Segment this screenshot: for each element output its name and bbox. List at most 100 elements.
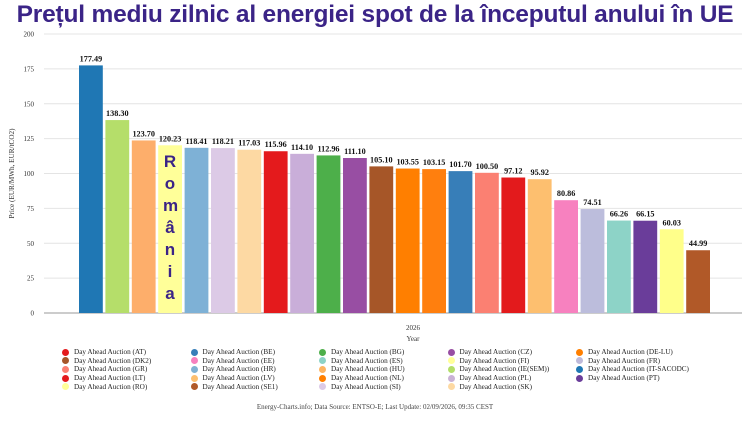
legend-marker [447, 357, 455, 365]
bar-value-label: 177.49 [80, 54, 103, 63]
legend-item[interactable]: Day Ahead Auction (LV) [190, 374, 320, 383]
annotation-letter: m [163, 196, 179, 215]
legend-item[interactable]: Day Ahead Auction (ES) [319, 357, 448, 366]
legend-marker [447, 365, 455, 373]
bar [659, 229, 684, 313]
legend-marker [576, 374, 583, 382]
bar [686, 250, 710, 313]
legend-marker [447, 348, 455, 356]
y-tick-label: 175 [24, 65, 35, 73]
bar [395, 168, 420, 313]
legend-label: Day Ahead Auction (ES) [331, 356, 403, 365]
y-tick-label: 0 [31, 310, 35, 318]
legend-item[interactable]: Day Ahead Auction (GR) [62, 365, 191, 374]
legend-item[interactable]: Day Ahead Auction (SK) [447, 382, 577, 391]
legend-label: Day Ahead Auction (IT-SACODC) [588, 365, 689, 374]
bar-chart: 0 25 50 75 100 125 150 175 200 Price (EUR/MWh, EU… [8, 31, 742, 343]
bar-value-label: 112.96 [317, 144, 339, 153]
annotation-letter: R [163, 152, 177, 171]
legend-marker [576, 365, 583, 373]
legend-item[interactable]: Day Ahead Auction (NL) [319, 374, 448, 383]
bar [607, 220, 631, 313]
bar [211, 148, 235, 313]
legend-marker [190, 348, 198, 356]
legend-label: Day Ahead Auction (LT) [74, 374, 146, 383]
legend-label: Day Ahead Auction (IE(SEM)) [459, 365, 550, 374]
legend-marker [447, 383, 455, 391]
bar [237, 149, 262, 313]
legend-label: Day Ahead Auction (HR) [202, 365, 276, 374]
bar-value-label: 95.92 [530, 168, 548, 177]
bar [475, 172, 499, 313]
legend-label: Day Ahead Auction (EE) [202, 356, 275, 365]
legend-item[interactable]: Day Ahead Auction (BE) [190, 348, 320, 357]
legend-item[interactable]: Day Ahead Auction (FR) [576, 357, 705, 366]
bar [554, 200, 578, 313]
legend-marker [319, 348, 326, 356]
legend-item[interactable]: Day Ahead Auction (EE) [190, 356, 320, 366]
legend-label: Day Ahead Auction (BE) [202, 348, 275, 357]
x-axis-label: Year [407, 335, 421, 343]
bar [316, 155, 341, 313]
bar-value-label: 118.21 [212, 137, 234, 146]
legend-label: Day Ahead Auction (DK2) [74, 356, 152, 365]
legend-item[interactable]: Day Ahead Auction (DK2) [62, 357, 191, 366]
bar [580, 209, 605, 313]
legend-item[interactable]: Day Ahead Auction (RO) [62, 382, 191, 391]
legend-marker [576, 348, 583, 356]
annotation-letter: o [164, 174, 176, 193]
bar-value-label: 100.50 [476, 162, 499, 171]
legend-item[interactable]: Day Ahead Auction (IE(SEM)) [447, 365, 577, 374]
legend-item[interactable]: Day Ahead Auction (LT) [62, 374, 191, 383]
bar-value-label: 60.03 [662, 218, 680, 227]
bar-value-label: 114.10 [291, 143, 313, 152]
bar-value-label: 44.99 [689, 239, 707, 248]
bar-value-label: 117.03 [238, 139, 260, 148]
bar [290, 153, 314, 313]
x-category-label: 2026 [406, 324, 421, 332]
legend-item[interactable]: Day Ahead Auction (SE1) [190, 382, 320, 391]
legend-marker [319, 365, 326, 373]
bar-value-label: 80.86 [557, 189, 575, 198]
legend-label: Day Ahead Auction (RO) [74, 382, 148, 391]
legend-label: Day Ahead Auction (HU) [331, 365, 405, 374]
bar [131, 140, 156, 313]
bar [105, 120, 130, 313]
legend-label: Day Ahead Auction (AT) [74, 348, 147, 357]
legend-item[interactable]: Day Ahead Auction (HU) [319, 365, 448, 374]
legend-label: Day Ahead Auction (FR) [588, 356, 661, 365]
legend-item[interactable]: Day Ahead Auction (FI) [447, 357, 577, 366]
bar-value-label: 118.41 [185, 137, 207, 146]
y-tick-label: 100 [24, 170, 35, 178]
legend-item[interactable]: Day Ahead Auction (CZ) [447, 348, 577, 357]
bar-value-label: 111.10 [344, 147, 366, 156]
legend-marker [62, 365, 69, 373]
legend-item[interactable]: Day Ahead Auction (DE-LU) [576, 348, 705, 357]
legend-label: Day Ahead Auction (SE1) [202, 382, 278, 391]
legend-item[interactable]: Day Ahead Auction (HR) [190, 365, 320, 374]
y-tick-label: 150 [24, 100, 35, 108]
legend-item[interactable]: Day Ahead Auction (PT) [576, 374, 705, 383]
legend-item[interactable]: Day Ahead Auction (IT-SACODC) [576, 365, 705, 374]
legend-label: Day Ahead Auction (SI) [331, 382, 401, 391]
legend-item[interactable]: Day Ahead Auction (PL) [447, 374, 577, 383]
bar-value-label: 66.26 [610, 210, 628, 219]
legend-marker [190, 357, 198, 365]
data-source-note: Energy-Charts.info; Data Source: ENTSO-E… [256, 403, 494, 411]
y-tick-label: 50 [27, 240, 35, 248]
legend-item[interactable]: Day Ahead Auction (AT) [62, 348, 191, 357]
legend-item[interactable]: Day Ahead Auction (SI) [319, 382, 448, 391]
y-tick-label: 25 [27, 275, 35, 283]
bar [263, 151, 288, 313]
bar [158, 145, 182, 313]
legend-item[interactable]: Day Ahead Auction (BG) [319, 348, 448, 357]
annotation-letter: i [167, 262, 173, 281]
bar-value-label: 101.70 [449, 160, 472, 169]
annotation-letter: â [165, 218, 175, 237]
bar-value-label: 138.30 [106, 109, 129, 118]
bar-value-label: 97.12 [504, 167, 522, 176]
legend-marker [319, 374, 326, 382]
chart-legend: Day Ahead Auction (AT) Day Ahead Auction … [62, 348, 750, 391]
bar-value-label: 103.55 [396, 158, 419, 167]
